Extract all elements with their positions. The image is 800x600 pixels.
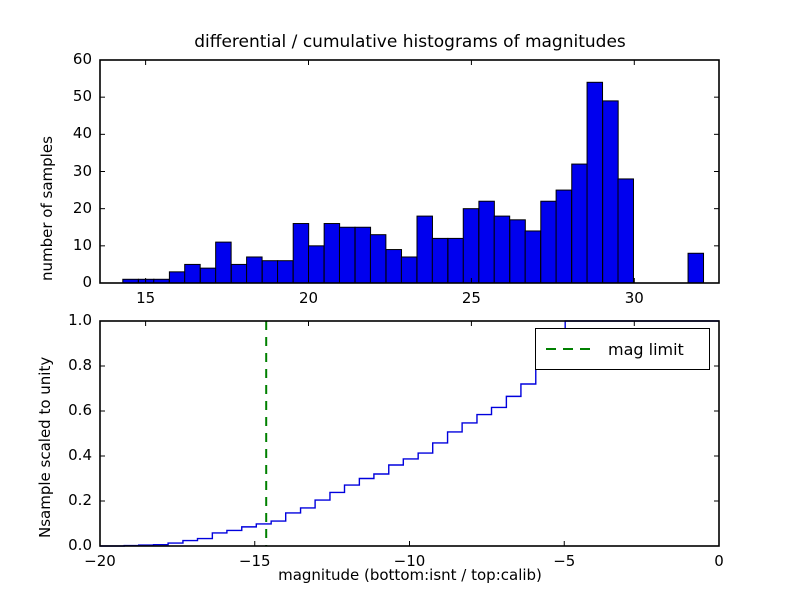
tick-label: 30 — [72, 161, 92, 180]
tick-label: 25 — [461, 289, 481, 307]
bottom-x-axis-label: magnitude (bottom:isnt / top:calib) — [278, 566, 542, 584]
histogram-bar — [555, 189, 573, 284]
histogram-bar — [687, 252, 705, 284]
tick-label: 0.2 — [68, 491, 92, 509]
histogram-bar — [277, 260, 294, 284]
histogram-bar — [292, 223, 310, 284]
histogram-bar — [369, 234, 387, 284]
histogram-bar — [462, 208, 480, 284]
tick-label: 0 — [714, 552, 724, 570]
tick-label: 0 — [82, 273, 92, 291]
histogram-bar — [524, 230, 542, 284]
histogram-bar — [199, 267, 217, 284]
histogram-bar — [493, 215, 511, 284]
histogram-bar — [586, 81, 604, 284]
histogram-bar — [246, 256, 263, 284]
tick-label: 0.4 — [68, 446, 92, 464]
histogram-bar — [122, 278, 139, 284]
tick-label: 30 — [624, 289, 644, 307]
histogram-bar — [230, 263, 248, 284]
tick-label: 0.0 — [68, 536, 92, 554]
histogram-bar — [153, 278, 170, 284]
tick-label: 20 — [72, 198, 92, 217]
top-bars-group — [122, 81, 705, 284]
histogram-bar — [478, 200, 495, 284]
tick-label: −15 — [238, 552, 271, 570]
tick-label: 60 — [72, 50, 92, 68]
histogram-bar — [338, 226, 356, 284]
histogram-bar — [385, 249, 403, 284]
histogram-bar — [400, 256, 418, 284]
histogram-bar — [137, 278, 155, 284]
histogram-bar — [308, 245, 325, 284]
histogram-bar — [215, 241, 232, 284]
histogram-bar — [617, 178, 634, 284]
histogram-bar — [509, 219, 526, 284]
tick-label: −20 — [84, 552, 116, 570]
chart-title: differential / cumulative histograms of … — [194, 32, 626, 52]
tick-label: 15 — [136, 289, 156, 307]
legend-label-mag-limit: mag limit — [608, 339, 684, 359]
tick-label: −5 — [553, 552, 576, 570]
tick-label: 10 — [72, 235, 92, 254]
histogram-bar — [571, 163, 588, 284]
top-axes-frame — [99, 59, 720, 284]
tick-label: 40 — [72, 124, 92, 143]
histogram-bar — [540, 200, 557, 284]
tick-label: 20 — [298, 289, 319, 307]
histogram-bar — [354, 226, 372, 284]
legend-dashed-line-icon — [546, 348, 594, 350]
legend[interactable]: mag limit — [535, 328, 710, 370]
histogram-bar — [431, 237, 449, 284]
histogram-bar — [416, 215, 433, 284]
tick-label: 0.6 — [68, 401, 92, 419]
histogram-bar — [184, 263, 201, 284]
tick-label: 0.8 — [68, 356, 92, 374]
tick-label: 50 — [72, 87, 92, 106]
histogram-bar — [447, 237, 464, 284]
histogram-bar — [323, 223, 341, 284]
tick-label: −10 — [393, 552, 426, 570]
histogram-bar — [168, 271, 186, 284]
tick-label: 1.0 — [68, 311, 92, 329]
histogram-bar — [602, 100, 619, 284]
top-ticks-group — [100, 59, 719, 284]
histogram-bar — [261, 260, 279, 284]
